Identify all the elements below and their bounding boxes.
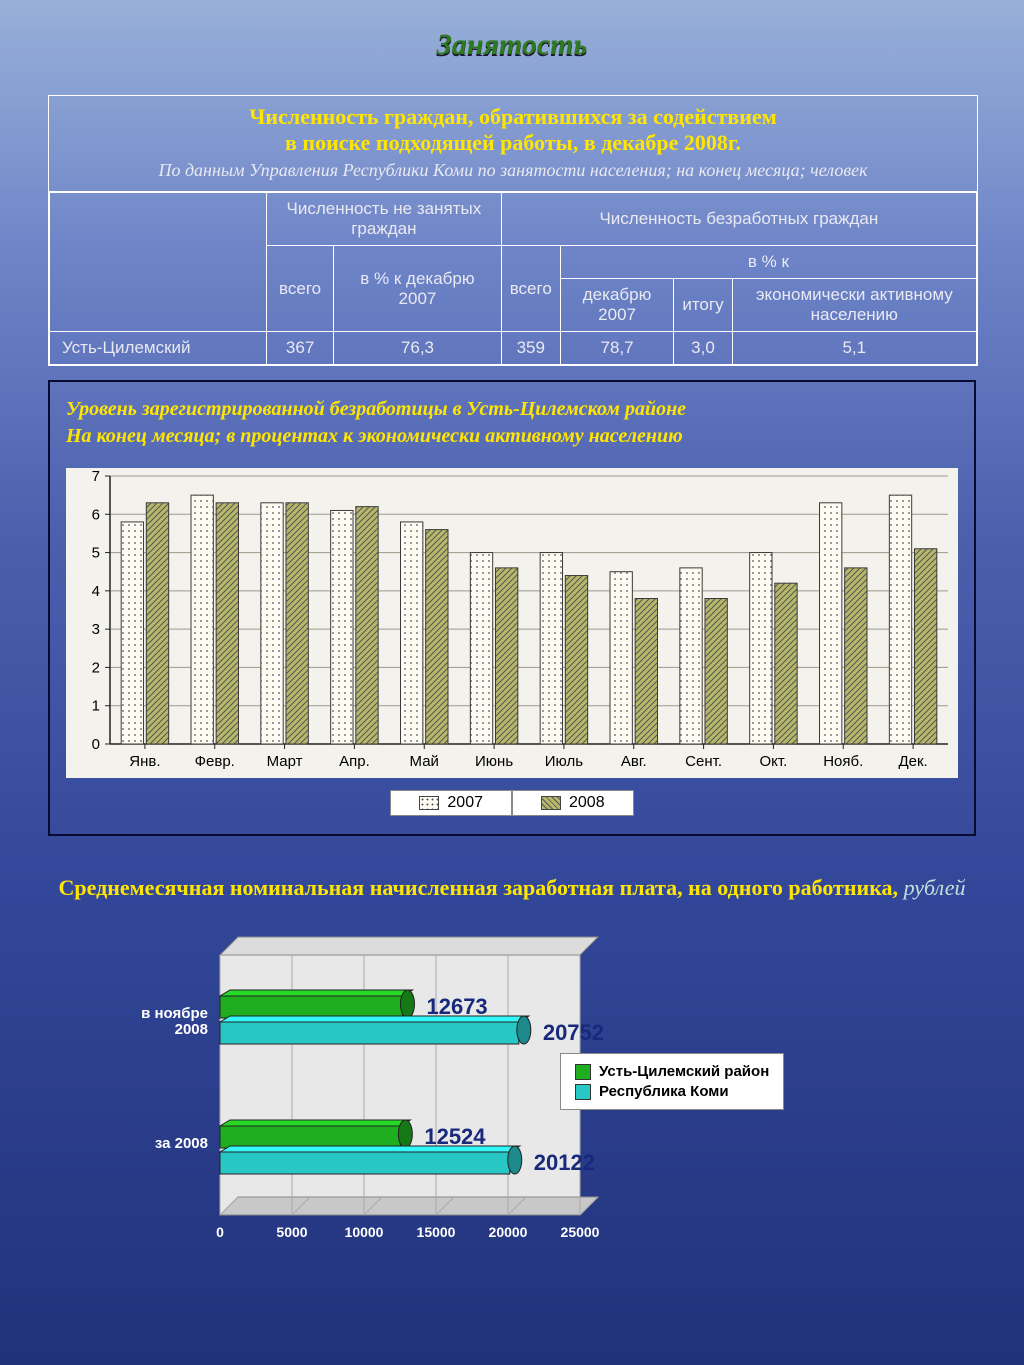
svg-text:0: 0 xyxy=(92,736,100,753)
svg-text:12673: 12673 xyxy=(426,994,487,1019)
svg-text:5000: 5000 xyxy=(276,1224,307,1240)
svg-text:12524: 12524 xyxy=(424,1124,486,1149)
svg-text:4: 4 xyxy=(92,583,100,600)
salary-chart-title: Среднемесячная номинальная начисленная з… xyxy=(0,875,1024,901)
chart1-title-2: На конец месяца; в процентах к экономиче… xyxy=(66,425,683,447)
legend-swatch-2007 xyxy=(419,796,439,810)
svg-text:за 2008: за 2008 xyxy=(155,1135,208,1152)
svg-text:25000: 25000 xyxy=(561,1224,600,1240)
salary-chart: 0500010000150002000025000в ноябре2008126… xyxy=(150,945,600,1255)
legend-swatch-republic xyxy=(575,1084,591,1100)
chart1-legend: 2007 2008 xyxy=(66,790,958,816)
svg-text:Дек.: Дек. xyxy=(898,753,927,770)
svg-text:Февр.: Февр. xyxy=(195,753,235,770)
employment-table: Численность граждан, обратившихся за сод… xyxy=(48,95,978,366)
svg-text:1: 1 xyxy=(92,698,100,715)
svg-text:15000: 15000 xyxy=(417,1224,456,1240)
table-caption-sub: По данным Управления Республики Коми по … xyxy=(158,160,867,180)
svg-text:Июнь: Июнь xyxy=(475,753,513,770)
legend-swatch-2008 xyxy=(541,796,561,810)
svg-text:0: 0 xyxy=(216,1224,224,1240)
table-caption-2: в поиске подходящей работы, в декабре 20… xyxy=(285,130,741,155)
table-row: Усть-Цилемский 367 76,3 359 78,7 3,0 5,1 xyxy=(50,332,977,365)
svg-text:20122: 20122 xyxy=(534,1150,595,1175)
svg-text:20000: 20000 xyxy=(489,1224,528,1240)
svg-text:Март: Март xyxy=(267,753,303,770)
data-table: Численность не занятых граждан Численнос… xyxy=(49,192,977,365)
svg-text:в ноябре2008: в ноябре2008 xyxy=(141,1005,208,1038)
svg-text:Янв.: Янв. xyxy=(129,753,160,770)
svg-text:Авг.: Авг. xyxy=(621,753,647,770)
svg-text:Апр.: Апр. xyxy=(339,753,370,770)
page-title: Занятость Занятость xyxy=(0,28,1024,62)
svg-text:Сент.: Сент. xyxy=(685,753,722,770)
legend-swatch-district xyxy=(575,1064,591,1080)
chart1-title-1: Уровень зарегистрированной безработицы в… xyxy=(66,398,686,420)
table-caption-1: Численность граждан, обратившихся за сод… xyxy=(249,104,776,129)
svg-text:6: 6 xyxy=(92,506,100,523)
chart1-plot: 0 1 2 3 4 5 6 7 Янв. Февр. Март Апр. Май Июнь Июль Авг.… xyxy=(66,468,958,778)
svg-text:7: 7 xyxy=(92,468,100,485)
svg-text:Июль: Июль xyxy=(545,753,583,770)
svg-text:2: 2 xyxy=(92,659,100,676)
svg-text:10000: 10000 xyxy=(345,1224,384,1240)
svg-text:Май: Май xyxy=(410,753,439,770)
svg-text:3: 3 xyxy=(92,621,100,638)
svg-text:Нояб.: Нояб. xyxy=(823,753,863,770)
unemployment-chart: Уровень зарегистрированной безработицы в… xyxy=(48,380,976,836)
svg-text:20752: 20752 xyxy=(543,1020,604,1045)
svg-text:5: 5 xyxy=(92,545,100,562)
svg-text:Окт.: Окт. xyxy=(760,753,788,770)
salary-legend: Усть-Цилемский район Республика Коми xyxy=(560,1053,784,1110)
